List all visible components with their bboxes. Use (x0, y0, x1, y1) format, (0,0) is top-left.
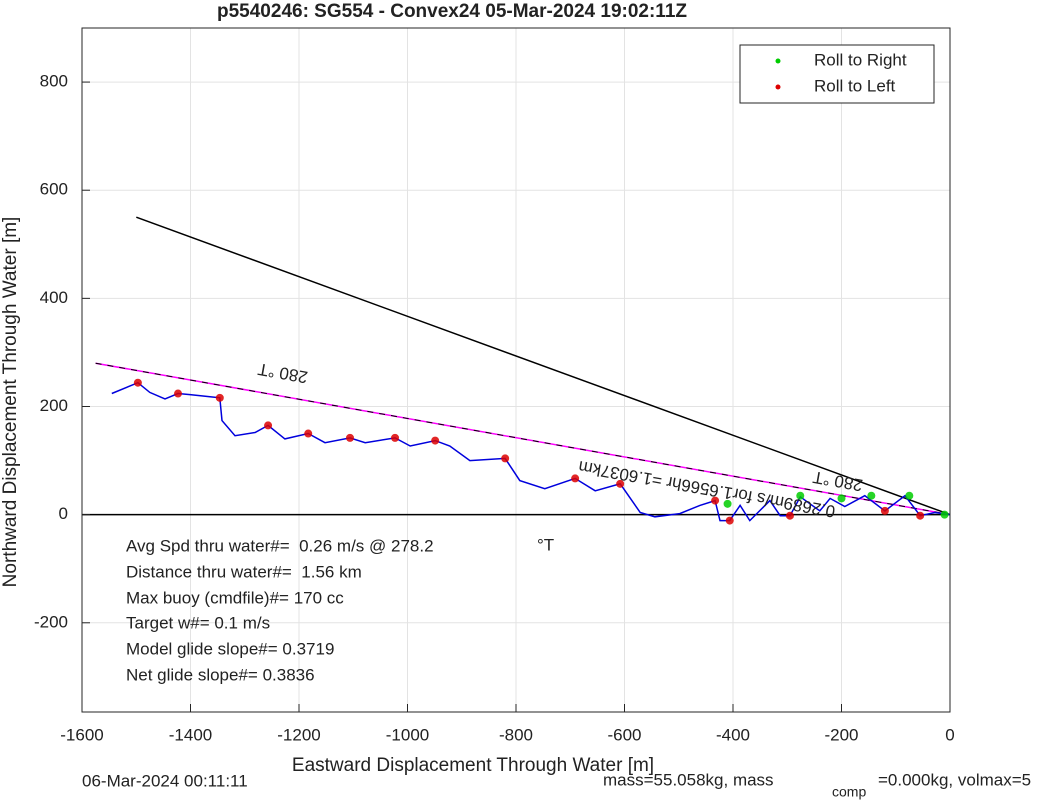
roll-point (431, 436, 440, 445)
annotation: Target w#= 0.1 m/s (126, 613, 270, 632)
y-tick-label: 200 (40, 396, 68, 415)
roll-point (796, 491, 805, 500)
roll-point (880, 506, 889, 515)
footer-mass: mass=55.058kg, mass (603, 770, 774, 789)
roll-point (304, 429, 313, 438)
roll-point (345, 433, 354, 442)
legend-marker (775, 58, 781, 64)
roll-point (711, 496, 720, 505)
footer-volmax: =0.000kg, volmax=5 (878, 770, 1031, 789)
x-tick-label: -600 (607, 725, 641, 744)
roll-point (867, 491, 876, 500)
y-axis-label: Northward Displacement Through Water [m] (0, 217, 21, 588)
chart-title: p5540246: SG554 - Convex24 05-Mar-2024 1… (217, 1, 687, 22)
y-tick-label: -200 (34, 612, 68, 631)
annotation: Model glide slope#= 0.3719 (126, 639, 334, 658)
footer-date: 06-Mar-2024 00:11:11 (82, 771, 248, 790)
roll-point (174, 389, 183, 398)
y-tick-label: 600 (40, 180, 68, 199)
x-tick-label: -800 (499, 725, 533, 744)
annotation: °T (537, 535, 554, 554)
roll-point (905, 491, 914, 500)
x-axis-label: Eastward Displacement Through Water [m] (292, 755, 654, 776)
roll-point (264, 421, 273, 430)
overlay: -1600 -1400 -1200 -1000 -800 -600 -400 -200 0 -20… (34, 44, 955, 744)
roll-point (571, 474, 580, 483)
annotation: Distance thru water#= 1.56 km (126, 562, 362, 581)
footer-sub: comp (832, 784, 866, 800)
line-dash (95, 362, 950, 516)
roll-point (725, 516, 734, 525)
y-tick-label: 800 (40, 72, 68, 91)
roll-point (916, 511, 925, 520)
roll-point (501, 454, 510, 463)
roll-point (133, 378, 142, 387)
legend-box (739, 44, 935, 104)
y-tick-label: 400 (40, 288, 68, 307)
roll-point (785, 511, 794, 520)
plot (82, 216, 950, 525)
x-tick-label: -1600 (60, 725, 103, 744)
annotation: Max buoy (cmdfile)#= 170 cc (126, 588, 344, 607)
legend-marker (775, 84, 781, 90)
roll-point (837, 494, 846, 503)
x-tick-label: 0 (945, 725, 954, 744)
roll-point (723, 499, 732, 508)
roll-point (616, 479, 625, 488)
x-tick-label: -1400 (169, 725, 212, 744)
legend-label: Roll to Right (814, 50, 907, 69)
x-tick-label: -200 (824, 725, 858, 744)
x-tick-label: -1000 (386, 725, 429, 744)
roll-point (215, 393, 224, 402)
legend-label: Roll to Left (814, 76, 896, 95)
line (136, 216, 950, 516)
roll-point (391, 433, 400, 442)
annotation: Avg Spd thru water#= 0.26 m/s @ 278.2 (126, 536, 434, 555)
x-tick-label: -400 (716, 725, 750, 744)
line (111, 381, 950, 522)
annotation: Net glide slope#= 0.3836 (126, 665, 315, 684)
roll-point (940, 510, 949, 519)
x-tick-label: -1200 (277, 725, 320, 744)
y-tick-label: 0 (59, 504, 68, 523)
